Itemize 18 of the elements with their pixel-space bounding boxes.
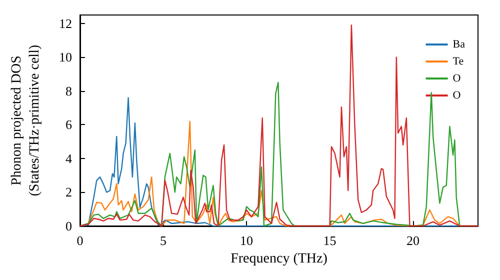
y-tick-label: 2 <box>66 184 72 200</box>
x-axis-title: Frequency (THz) <box>230 251 328 266</box>
y-tick-label: 0 <box>66 218 72 234</box>
y-tick-label: 10 <box>59 50 72 65</box>
y-tick-label: 4 <box>66 150 72 166</box>
legend-label: Te <box>452 56 464 68</box>
x-tick-label: 5 <box>160 233 167 248</box>
y-tick-label: 12 <box>59 16 72 31</box>
y-axis-title: Phonon projected DOS (States/THz·primitive cell) <box>10 44 42 196</box>
x-tick-label: 10 <box>240 233 254 248</box>
x-tick-label: 0 <box>76 233 84 248</box>
y-tick-label: 8 <box>66 83 72 98</box>
legend-label: O <box>452 72 461 84</box>
x-tick-label: 15 <box>323 233 336 248</box>
legend-label: Ba <box>452 38 466 50</box>
y-tick-label: 6 <box>66 117 72 132</box>
legend-label: O <box>452 90 461 102</box>
x-tick-label: 20 <box>406 233 420 248</box>
